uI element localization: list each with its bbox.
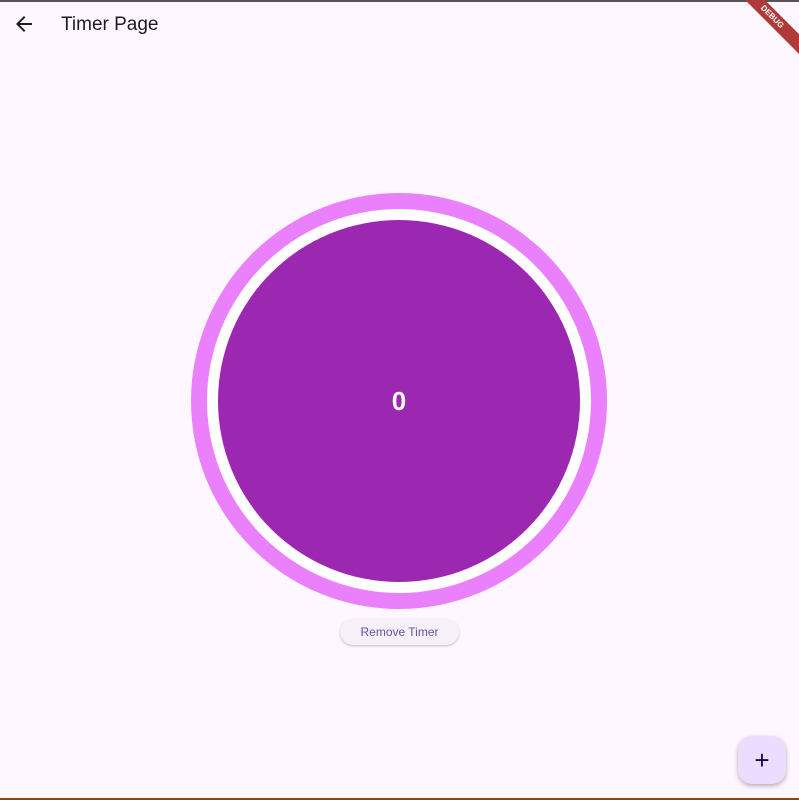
taskbar-edge xyxy=(0,798,799,800)
timer-circle[interactable]: 0 xyxy=(218,220,580,582)
page-title: Timer Page xyxy=(61,14,159,35)
arrow-back-icon xyxy=(16,16,32,32)
plus-icon: + xyxy=(754,744,770,775)
timer-progress-ring: 0 xyxy=(191,193,607,609)
remove-timer-button[interactable]: Remove Timer xyxy=(340,619,459,645)
app-bar: Timer Page xyxy=(0,2,799,50)
back-button[interactable] xyxy=(12,12,36,36)
window-top-border xyxy=(0,0,799,2)
timer-ring-gap: 0 xyxy=(207,209,591,593)
add-timer-fab[interactable]: + xyxy=(738,736,786,784)
timer-value: 0 xyxy=(391,385,407,416)
